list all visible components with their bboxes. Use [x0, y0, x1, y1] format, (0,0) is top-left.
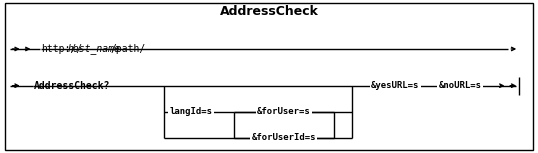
FancyBboxPatch shape: [5, 3, 533, 150]
Text: &forUserId=s: &forUserId=s: [252, 133, 316, 142]
Text: AddressCheck: AddressCheck: [220, 5, 318, 18]
Text: http://: http://: [41, 44, 82, 54]
Text: &noURL=s: &noURL=s: [438, 81, 482, 90]
Text: host_name: host_name: [67, 43, 120, 54]
Text: &forUser=s: &forUser=s: [257, 107, 310, 116]
Text: AddressCheck?: AddressCheck?: [34, 81, 110, 91]
Text: /path/: /path/: [110, 44, 146, 54]
Text: &yesURL=s: &yesURL=s: [371, 81, 420, 90]
Text: langId=s: langId=s: [169, 107, 213, 116]
